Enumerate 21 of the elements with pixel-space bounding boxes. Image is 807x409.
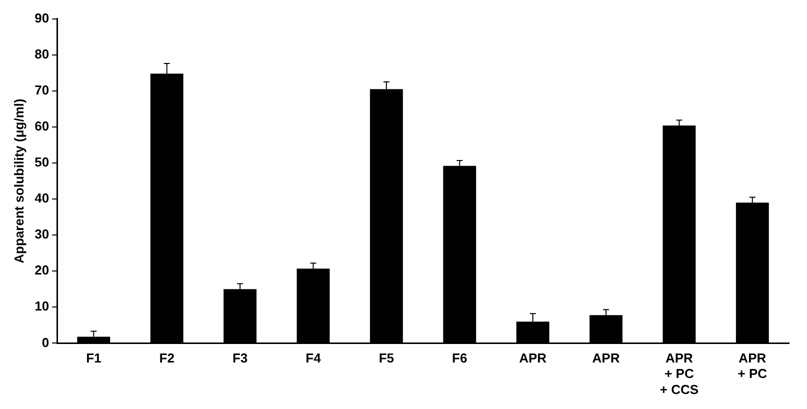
x-tick-label: F4	[306, 350, 322, 366]
y-tick-label: 90	[34, 10, 50, 26]
y-tick-label: 0	[42, 334, 50, 350]
x-tick-label: APR	[519, 350, 548, 366]
y-tick-label: 70	[34, 82, 50, 98]
y-tick-label: 40	[34, 190, 50, 206]
y-tick-label: 60	[34, 118, 50, 134]
x-tick-label: F5	[378, 350, 394, 366]
y-tick-label: 30	[34, 226, 50, 242]
x-tick-label: F3	[232, 350, 248, 366]
y-tick-label: 20	[34, 262, 50, 278]
y-tick-label: 50	[34, 154, 50, 170]
y-tick-label: 80	[34, 46, 50, 62]
y-tick-label: 10	[34, 298, 50, 314]
x-tick-label: APR	[592, 350, 620, 366]
x-tick-label: F1	[86, 350, 102, 366]
y-axis-title: Apparent solubility (μg/ml)	[11, 98, 26, 264]
x-tick-label: F2	[159, 350, 174, 366]
x-tick-label: APR + PC	[738, 350, 768, 382]
x-tick-label: F6	[452, 350, 468, 366]
x-tick-label: APR + PC + CCS	[660, 350, 699, 397]
